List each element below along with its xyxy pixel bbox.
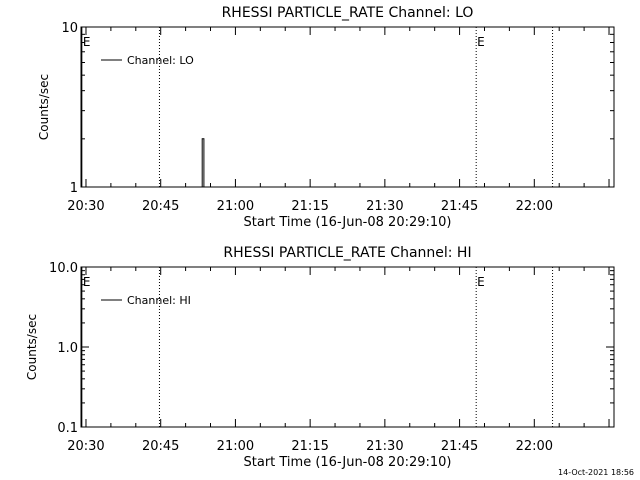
chart-title: RHESSI PARTICLE_RATE Channel: HI [223,245,471,261]
event-marker-label: E [83,275,91,289]
legend-label: Channel: HI [127,294,191,307]
y-axis-label: Counts/sec [37,74,51,140]
x-tick-label: 20:45 [142,439,179,454]
footer-timestamp: 14-Oct-2021 18:56 [558,468,634,477]
legend-label: Channel: LO [127,54,194,67]
x-tick-label: 20:30 [67,199,104,214]
x-tick-label: 21:30 [366,199,403,214]
x-tick-label: 20:45 [142,199,179,214]
x-tick-label: 21:30 [366,439,403,454]
x-tick-label: 22:00 [516,439,553,454]
y-tick-label: 1 [70,181,78,196]
y-tick-label: 1.0 [57,341,78,356]
x-tick-label: 21:00 [217,199,254,214]
x-tick-label: 21:15 [291,439,328,454]
event-marker-label: E [477,35,485,49]
event-marker-label: E [83,35,91,49]
x-tick-label: 22:00 [516,199,553,214]
y-axis-label: Counts/sec [25,314,39,380]
series-line-0 [81,138,614,188]
x-axis-label: Start Time (16-Jun-08 20:29:10) [244,455,452,470]
event-marker-label: E [477,275,485,289]
chart-title: RHESSI PARTICLE_RATE Channel: LO [222,5,474,21]
x-tick-label: 21:45 [441,439,478,454]
x-tick-label: 20:30 [67,439,104,454]
x-tick-label: 21:45 [441,199,478,214]
y-tick-label: 10 [61,21,78,36]
y-tick-label: 0.1 [57,421,78,436]
x-tick-label: 21:00 [217,439,254,454]
x-tick-label: 21:15 [291,199,328,214]
y-tick-label: 10.0 [49,261,78,276]
x-axis-label: Start Time (16-Jun-08 20:29:10) [244,215,452,230]
